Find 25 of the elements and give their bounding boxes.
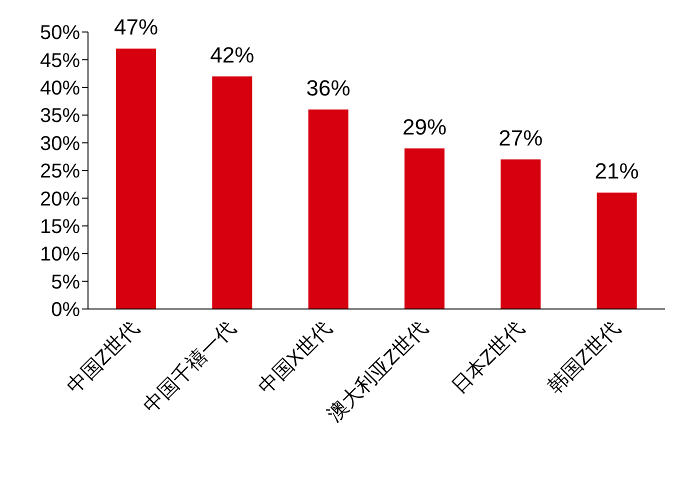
y-tick-label: 50% [40, 22, 80, 44]
bar [116, 48, 156, 309]
y-tick-label: 45% [40, 50, 80, 72]
y-tick-label: 5% [51, 271, 80, 294]
y-tick-label: 40% [40, 78, 80, 100]
data-label: 29% [402, 114, 447, 140]
y-tick-label: 15% [40, 216, 80, 238]
y-tick-label: 35% [40, 105, 80, 128]
bar [404, 148, 444, 309]
data-label: 47% [114, 14, 158, 40]
y-tick-label: 30% [40, 132, 80, 155]
bar [596, 192, 637, 309]
data-label: 21% [594, 158, 639, 184]
data-label: 42% [210, 42, 254, 68]
bar [500, 159, 541, 309]
data-label: 36% [306, 76, 350, 101]
data-label: 27% [498, 125, 543, 150]
x-tick-label: 日本Z世代 [448, 317, 529, 398]
y-tick-label: 25% [40, 160, 80, 183]
bar [308, 110, 348, 309]
x-tick-label: 中国X世代 [254, 317, 336, 399]
y-tick-label: 20% [40, 188, 80, 210]
x-tick-label: 韩国Z世代 [544, 317, 625, 398]
bar [212, 76, 252, 309]
y-tick-label: 10% [40, 244, 80, 266]
